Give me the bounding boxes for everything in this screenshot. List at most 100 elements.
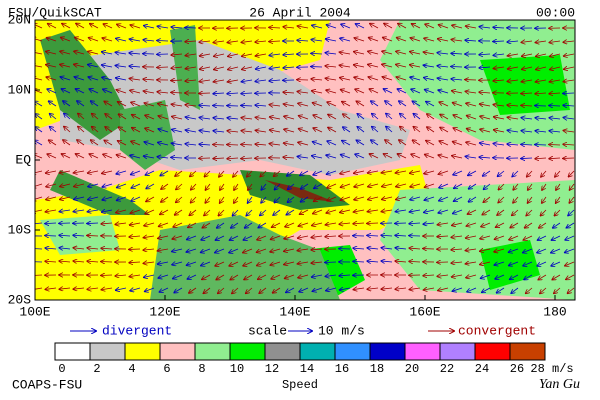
wind-arrow (342, 141, 351, 146)
wind-arrow (298, 236, 309, 238)
wind-arrow (185, 144, 197, 145)
wind-arrow (158, 116, 169, 120)
wind-arrow (129, 236, 141, 237)
lon-label: 180 (543, 304, 566, 319)
wind-arrow (354, 52, 365, 54)
wind-arrow (564, 67, 575, 69)
wind-arrow (354, 184, 365, 187)
colorbar-label: 20 (405, 362, 419, 376)
wind-arrow (75, 37, 85, 42)
wind-arrow (213, 158, 225, 159)
wind-arrow (175, 170, 183, 176)
wind-arrow (144, 156, 155, 158)
wind-arrow (453, 115, 463, 120)
wind-arrow (129, 53, 141, 54)
wind-arrow (231, 222, 239, 228)
wind-arrow (298, 275, 309, 278)
wind-arrow (355, 89, 365, 94)
wind-arrow (440, 127, 449, 133)
colorbar-label: 26 (510, 362, 524, 376)
wind-arrow (326, 288, 337, 291)
wind-arrow (465, 40, 477, 41)
wind-arrow (354, 210, 365, 212)
wind-arrow (311, 40, 323, 41)
wind-arrow (409, 288, 421, 290)
wind-arrow (35, 89, 43, 94)
wind-arrow (480, 116, 491, 119)
color-swatch (194, 342, 231, 361)
wind-arrow (426, 102, 435, 107)
wind-arrow (104, 101, 113, 107)
wind-arrow (261, 183, 267, 190)
wind-arrow (88, 65, 99, 67)
wind-arrow (75, 154, 85, 159)
wind-arrow (131, 183, 141, 188)
wind-arrow (145, 287, 155, 291)
wind-arrow (382, 64, 393, 67)
wind-arrow (286, 209, 295, 215)
wind-arrow (158, 275, 169, 278)
wind-arrow (46, 171, 57, 173)
wind-arrow (76, 24, 85, 29)
wind-arrow (269, 105, 281, 106)
wind-arrow (527, 196, 533, 203)
wind-arrow (423, 275, 435, 276)
wind-arrow (185, 54, 197, 56)
wind-arrow (396, 77, 407, 80)
wind-arrow (453, 142, 463, 146)
wind-arrow (396, 171, 407, 173)
wind-arrow (395, 288, 407, 289)
wind-arrow (327, 196, 337, 201)
wind-arrow (46, 51, 57, 54)
wind-arrow (566, 222, 575, 228)
wind-arrow (171, 80, 183, 81)
wind-arrow (297, 156, 309, 158)
wind-arrow (255, 80, 267, 81)
wind-arrow (45, 248, 57, 249)
wind-arrow (424, 171, 435, 174)
wind-arrow (202, 274, 211, 279)
wind-arrow (493, 27, 505, 28)
wind-arrow (73, 171, 85, 173)
wind-arrow (327, 183, 337, 188)
wind-arrow (45, 210, 57, 212)
wind-arrow (255, 54, 267, 56)
wind-arrow (59, 261, 71, 262)
wind-arrow (409, 223, 421, 224)
wind-arrow (551, 261, 561, 266)
color-swatch (509, 342, 546, 361)
wind-arrow (270, 262, 281, 265)
wind-arrow (227, 158, 239, 159)
wind-arrow (297, 262, 309, 264)
wind-arrow (157, 249, 169, 251)
wind-arrow (74, 197, 85, 199)
wind-arrow (480, 104, 491, 106)
wind-arrow (219, 170, 225, 177)
wind-arrow (480, 143, 491, 145)
wind-arrow (130, 223, 141, 225)
wind-arrow (340, 78, 351, 80)
wind-arrow (269, 80, 281, 81)
wind-arrow (176, 183, 183, 189)
wind-arrow (494, 249, 505, 252)
wind-arrow (551, 248, 561, 253)
wind-arrow (385, 101, 393, 107)
wind-arrow (410, 77, 421, 80)
wind-arrow (161, 183, 169, 189)
wind-arrow (116, 210, 127, 213)
wind-arrow (397, 89, 407, 94)
wind-arrow (258, 222, 267, 228)
wind-arrow (493, 144, 505, 145)
lat-label: 10N (8, 82, 31, 97)
wind-arrow (437, 78, 449, 80)
wind-arrow (88, 51, 99, 54)
wind-arrow (160, 170, 169, 176)
wind-arrow (35, 127, 43, 133)
wind-arrow (494, 117, 505, 119)
wind-arrow (353, 223, 365, 224)
wind-arrow (102, 171, 113, 173)
wind-arrow (242, 54, 253, 56)
colorbar-label: 12 (265, 362, 279, 376)
wind-arrow (144, 26, 155, 28)
wind-arrow (384, 23, 393, 29)
